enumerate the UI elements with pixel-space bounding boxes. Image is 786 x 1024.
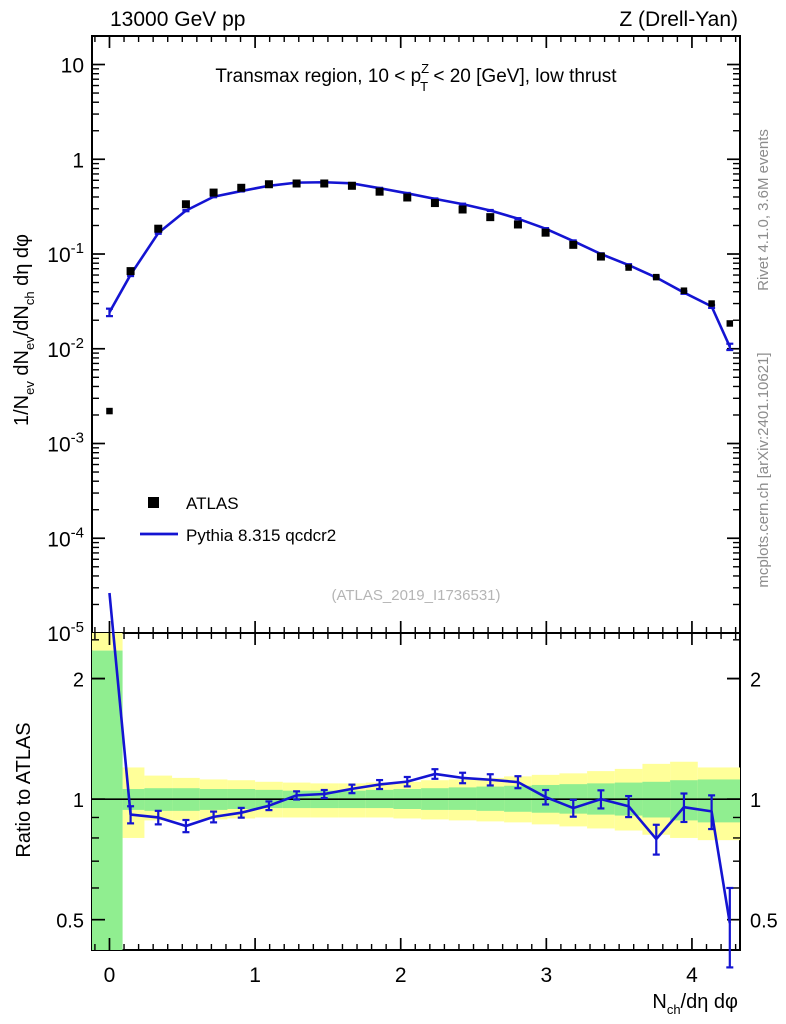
main-y-axis-label: 1/Nev dNev/dNch dη dφ [11,234,37,426]
y-tick-label: 1 [72,149,84,172]
x-tick-label: 3 [540,964,552,987]
ratio-curve [108,592,732,924]
header-process-label: Z (Drell-Yan) [619,8,738,31]
y-tick-label: 10-1 [47,240,84,267]
atlas-data-markers [106,179,734,415]
svg-text:1/Nev dNev/dNch dη dφ: 1/Nev dNev/dNch dη dφ [11,234,37,426]
x-tick-label: 0 [104,964,116,987]
x-tick-label: 2 [395,964,407,987]
x-axis-label: Nch/dη dφ [652,991,738,1017]
x-tick-label: 1 [249,964,261,987]
x-tick-label: 4 [686,964,698,987]
analysis-watermark: (ATLAS_2019_I1736531) [331,587,500,604]
y-tick-label: 10-3 [47,430,84,457]
y-tick-label: 10-2 [47,335,84,362]
ratio-y-tick-label-right: 1 [750,790,761,812]
main-y-ticks [92,35,740,634]
rivet-version-label: Rivet 4.1.0, 3.6M events [755,129,772,291]
svg-text:mcplots.cern.ch [arXiv:2401.10: mcplots.cern.ch [arXiv:2401.10621] [755,352,772,587]
legend: ATLAS Pythia 8.315 qcdcr2 [140,494,336,545]
legend-label-pythia: Pythia 8.315 qcdcr2 [186,526,336,545]
ratio-error-bars [127,768,734,969]
ratio-y-tick-label-right: 2 [750,670,761,692]
pythia-curve [108,180,731,348]
ratio-y-tick-label: 2 [73,670,84,692]
header-beam-label: 13000 GeV pp [110,8,245,31]
mcplots-source-label: mcplots.cern.ch [arXiv:2401.10621] [755,352,772,587]
svg-text:Ratio to ATLAS: Ratio to ATLAS [13,722,35,857]
ratio-y-tick-label: 1 [73,790,84,812]
y-tick-label: 10 [61,55,84,78]
plot-title: Transmax region, 10 < pZ T < 20 [GeV], lo… [215,61,617,94]
ratio-y-axis-label: Ratio to ATLAS [13,722,35,857]
ratio-y-tick-label-right: 0.5 [750,911,778,933]
svg-text:Rivet 4.1.0, 3.6M events: Rivet 4.1.0, 3.6M events [755,129,772,291]
legend-marker-atlas [148,497,159,508]
y-tick-label: 10-4 [47,524,84,551]
ratio-y-tick-label: 0.5 [56,911,84,933]
y-tick-label: 10-5 [47,619,84,646]
ratio-band-green [92,650,740,950]
ratio-x-ticks [94,633,737,950]
pythia-error-bars [105,180,734,352]
legend-label-atlas: ATLAS [186,494,239,513]
